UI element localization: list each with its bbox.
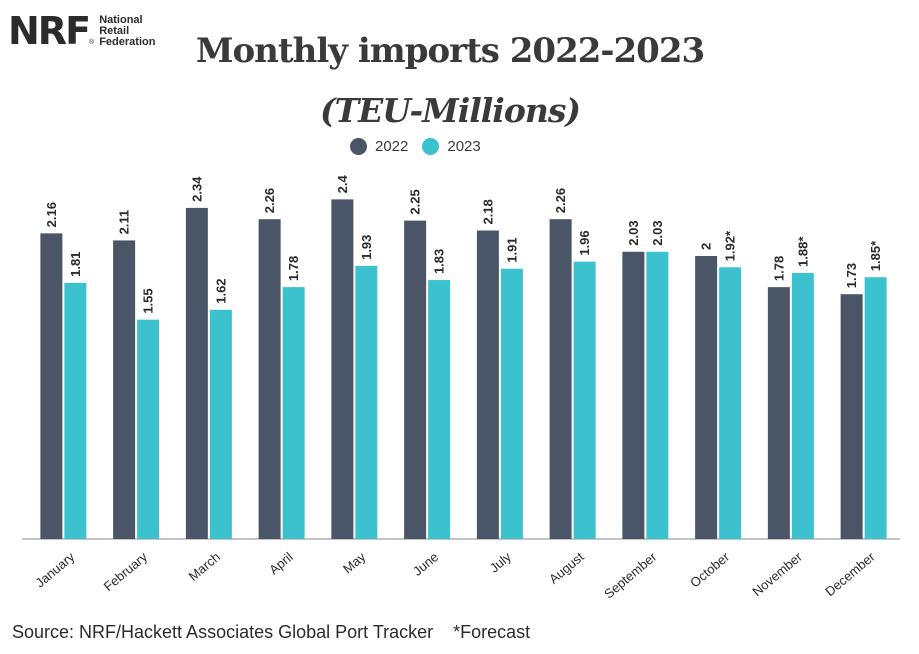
- chart-subtitle: (TEU-Millions): [319, 91, 581, 130]
- x-tick-label-september: September: [601, 549, 660, 602]
- data-label-2023-april: 1.78: [286, 256, 301, 281]
- x-tick-label-december: December: [822, 549, 878, 599]
- data-label-2023-january: 1.81: [68, 252, 83, 277]
- nrf-logo: NRF ® National Retail Federation: [8, 10, 155, 52]
- data-label-2023-august: 1.96: [577, 230, 592, 255]
- chart-legend: 2022 2023: [350, 138, 495, 155]
- logo-name: National Retail Federation: [99, 13, 156, 48]
- legend-swatch-2023: [422, 138, 440, 155]
- data-label-2023-october: 1.92*: [723, 230, 738, 261]
- bar-2022-march: [185, 207, 208, 539]
- data-label-2022-november: 1.78: [771, 256, 786, 281]
- data-label-2023-december: 1.85*: [868, 240, 883, 271]
- legend-label-2022: 2022: [375, 138, 409, 155]
- data-label-2022-september: 2.03: [626, 220, 641, 245]
- bar-2023-november: [791, 272, 814, 539]
- data-label-2022-june: 2.25: [408, 189, 423, 214]
- logo-mark: NRF: [8, 9, 91, 53]
- bar-2022-october: [695, 256, 718, 539]
- bar-2023-may: [355, 265, 378, 539]
- x-tick-label-january: January: [32, 549, 77, 591]
- bar-2022-july: [476, 230, 499, 539]
- x-tick-label-august: August: [546, 549, 587, 587]
- data-label-2022-march: 2.34: [189, 176, 204, 202]
- bar-2023-august: [573, 261, 596, 539]
- bar-2022-november: [767, 287, 790, 539]
- x-tick-label-june: June: [410, 549, 441, 579]
- x-tick-label-july: July: [487, 549, 515, 576]
- data-label-2022-april: 2.26: [262, 188, 277, 213]
- bar-2022-august: [549, 219, 572, 539]
- bar-2022-june: [404, 220, 427, 539]
- legend-item-2023: 2023: [422, 138, 481, 155]
- bar-2022-february: [113, 240, 136, 539]
- data-label-2023-july: 1.91: [504, 237, 519, 262]
- legend-label-2023: 2023: [447, 138, 481, 155]
- source-note: Source: NRF/Hackett Associates Global Po…: [12, 622, 531, 642]
- logo-name-line: Retail: [99, 24, 130, 37]
- bar-2023-december: [864, 277, 887, 539]
- data-label-2022-december: 1.73: [844, 263, 859, 288]
- x-tick-label-april: April: [266, 549, 296, 577]
- bar-2023-september: [646, 251, 669, 539]
- bar-2023-june: [428, 280, 451, 539]
- legend-swatch-2022: [350, 138, 367, 155]
- data-label-2022-july: 2.18: [480, 199, 495, 224]
- x-tick-label-march: March: [186, 549, 223, 584]
- bar-2023-april: [282, 287, 305, 539]
- bar-2023-february: [137, 319, 160, 539]
- data-label-2023-june: 1.83: [432, 249, 447, 274]
- logo-name-line: Federation: [99, 35, 156, 48]
- chart-title: Monthly imports 2022-2023: [195, 31, 705, 71]
- x-tick-label-may: May: [340, 549, 369, 577]
- bar-2023-january: [64, 282, 87, 539]
- bar-2023-october: [719, 267, 742, 539]
- bar-2022-may: [331, 199, 354, 539]
- bar-2022-september: [622, 251, 645, 539]
- x-tick-label-february: February: [101, 549, 151, 594]
- x-tick-label-november: November: [749, 549, 805, 599]
- data-label-2022-february: 2.11: [117, 210, 132, 235]
- x-tick-label-october: October: [687, 549, 733, 591]
- logo-registered-mark: ®: [89, 39, 95, 46]
- data-label-2022-may: 2.4: [335, 175, 350, 194]
- data-label-2022-august: 2.26: [553, 188, 568, 213]
- data-label-2023-february: 1.55: [141, 288, 156, 313]
- data-label-2022-january: 2.16: [44, 202, 59, 227]
- bar-2022-january: [40, 233, 63, 540]
- logo-name-line: National: [99, 13, 143, 26]
- legend-item-2022: 2022: [350, 138, 408, 155]
- data-label-2022-october: 2: [699, 243, 714, 250]
- data-label-2023-november: 1.88*: [795, 236, 810, 267]
- bar-2023-july: [500, 268, 523, 539]
- data-label-2023-september: 2.03: [650, 220, 665, 245]
- data-label-2023-may: 1.93: [359, 235, 374, 260]
- bar-2023-march: [209, 309, 232, 539]
- bar-2022-december: [840, 294, 863, 539]
- data-label-2023-march: 1.62: [213, 278, 228, 303]
- bar-2022-april: [258, 219, 281, 539]
